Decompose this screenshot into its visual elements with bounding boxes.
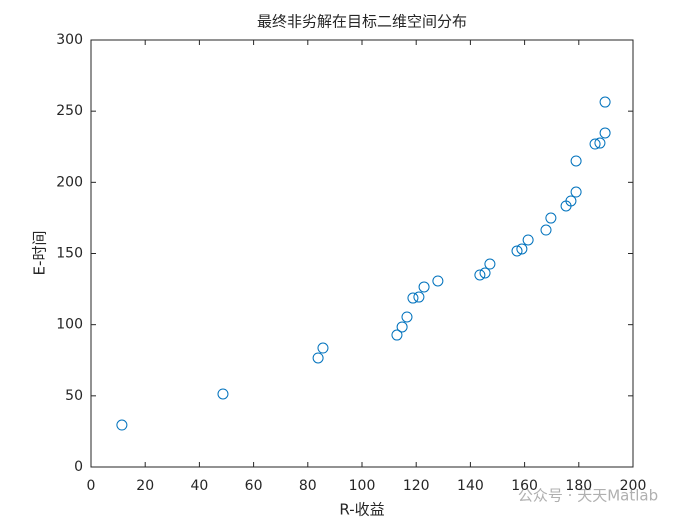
y-tick-label: 0: [74, 459, 83, 475]
x-tick-label: 20: [136, 478, 154, 494]
y-tick-label: 200: [56, 174, 83, 190]
x-tick-label: 0: [87, 478, 96, 494]
y-tick-label: 300: [56, 32, 83, 48]
y-tick-label: 50: [65, 388, 83, 404]
scatter-point: [432, 275, 444, 287]
x-tick-label: 120: [403, 478, 430, 494]
scatter-point: [599, 127, 611, 139]
x-tick-label: 160: [511, 478, 538, 494]
y-tick-label: 100: [56, 317, 83, 333]
scatter-point: [401, 311, 413, 323]
x-tick-label: 100: [349, 478, 376, 494]
scatter-point: [479, 267, 491, 279]
scatter-point: [407, 292, 419, 304]
scatter-point: [594, 137, 606, 149]
scatter-point: [516, 243, 528, 255]
scatter-point: [484, 258, 496, 270]
watermark: 公众号 · 天天Matlab: [518, 487, 658, 505]
y-tick-label: 250: [56, 103, 83, 119]
x-axis-label: R-收益: [339, 501, 384, 519]
scatter-point: [522, 234, 534, 246]
scatter-point: [217, 388, 229, 400]
scatter-point: [116, 419, 128, 431]
scatter-point: [418, 281, 430, 293]
scatter-point: [570, 186, 582, 198]
scatter-point: [565, 195, 577, 207]
scatter-point: [545, 212, 557, 224]
x-tick-label: 80: [299, 478, 317, 494]
scatter-point: [540, 224, 552, 236]
scatter-point: [589, 138, 601, 150]
scatter-point: [312, 352, 324, 364]
scatter-point: [474, 269, 486, 281]
scatter-point: [599, 96, 611, 108]
x-tick-label: 60: [245, 478, 263, 494]
x-tick-label: 200: [620, 478, 647, 494]
x-tick-label: 40: [190, 478, 208, 494]
y-tick-label: 150: [56, 246, 83, 262]
scatter-point: [570, 155, 582, 167]
scatter-point: [511, 245, 523, 257]
chart-title: 最终非劣解在目标二维空间分布: [257, 13, 467, 31]
x-tick-label: 140: [457, 478, 484, 494]
scatter-point: [396, 321, 408, 333]
scatter-point: [391, 329, 403, 341]
y-axis-label: E-时间: [31, 231, 49, 276]
scatter-point: [413, 291, 425, 303]
x-tick-label: 180: [565, 478, 592, 494]
scatter-point: [317, 342, 329, 354]
